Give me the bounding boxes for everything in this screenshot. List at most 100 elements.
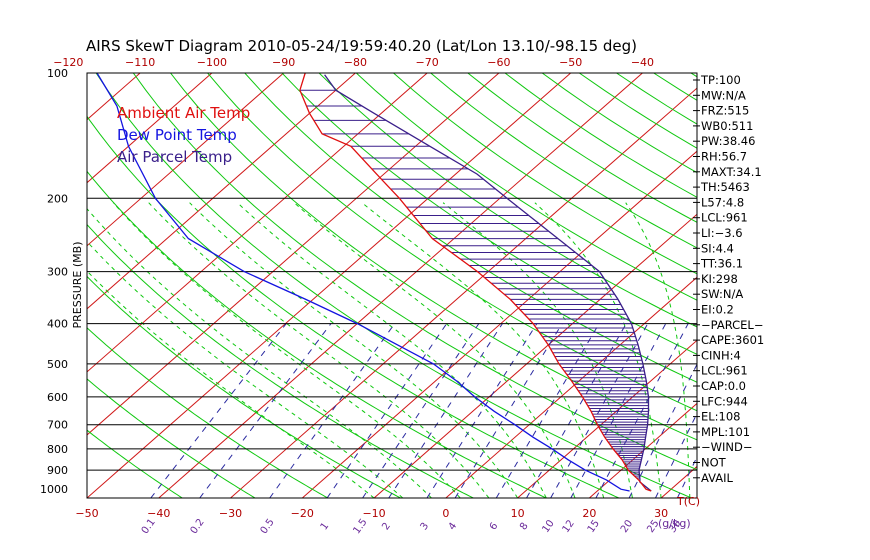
isotherm-line xyxy=(0,73,68,498)
moist-adiabat-line xyxy=(112,202,461,498)
pressure-tick-label: 800 xyxy=(47,443,68,456)
index-label: KI:298 xyxy=(701,272,738,286)
legend-entry: Air Parcel Temp xyxy=(117,148,232,166)
dry-adiabat-line xyxy=(281,73,697,355)
dry-adiabat-line xyxy=(430,73,697,249)
dry-adiabat-line xyxy=(170,73,697,441)
index-label: MAXT:34.1 xyxy=(701,165,762,179)
index-label: LFC:944 xyxy=(701,394,748,408)
index-label: −PARCEL− xyxy=(701,318,763,332)
background-lines xyxy=(0,73,870,498)
bottom-temp-tick-label: 10 xyxy=(511,507,525,520)
top-temp-tick-label: −40 xyxy=(631,56,654,69)
dry-adiabat-line xyxy=(132,73,697,471)
moist-adiabat-line xyxy=(87,240,404,498)
top-temp-tick-label: −120 xyxy=(53,56,83,69)
legend-entry: Ambient Air Temp xyxy=(117,104,250,122)
dry-adiabat-line xyxy=(318,73,697,328)
top-temp-tick-label: −100 xyxy=(197,56,227,69)
index-label: EI:0.2 xyxy=(701,303,734,317)
index-label: MW:N/A xyxy=(701,88,746,102)
x-axis-label: T(C) xyxy=(676,495,700,508)
pressure-tick-label: 500 xyxy=(47,358,68,371)
moist-adiabat-line xyxy=(442,202,633,498)
dry-adiabat-line xyxy=(87,275,401,498)
index-label: TT:36.1 xyxy=(700,257,743,271)
index-label: PW:38.46 xyxy=(701,134,755,148)
bottom-temp-tick-label: 30 xyxy=(654,507,668,520)
mixing-ratio-line xyxy=(388,323,503,498)
mixing-ratio-line xyxy=(570,323,667,498)
dew-point-temp-line xyxy=(96,72,630,492)
mixing-ratio-label: 1 xyxy=(319,521,332,533)
dry-adiabat-line xyxy=(87,378,256,498)
pressure-tick-label: 700 xyxy=(47,419,68,432)
index-label: AVAIL xyxy=(701,471,734,485)
moist-adiabat-line xyxy=(237,202,547,498)
dry-adiabat-line xyxy=(355,73,697,301)
isotherm-line xyxy=(589,402,697,498)
pressure-tick-label: 1000 xyxy=(40,483,68,496)
moist-adiabat-line xyxy=(87,207,432,498)
top-temp-tick-label: −70 xyxy=(416,56,439,69)
isotherm-line xyxy=(87,73,213,184)
dry-adiabat-line xyxy=(87,327,329,498)
index-label: SW:N/A xyxy=(701,287,743,301)
mixing-ratio-label: 6 xyxy=(488,521,501,533)
moist-adiabat-line xyxy=(293,202,576,498)
index-label: CINH:4 xyxy=(701,348,741,362)
mixing-ratio-label: 20 xyxy=(619,518,635,535)
mixing-ratio-line xyxy=(150,323,287,498)
index-label: LCL:961 xyxy=(701,211,748,225)
mixing-ratio-line xyxy=(526,323,627,498)
isotherm-line xyxy=(87,73,356,310)
dry-adiabat-line xyxy=(87,223,474,498)
bottom-temp-tick-label: 0 xyxy=(442,507,449,520)
index-label: NOT xyxy=(701,456,727,470)
mixing-ratio-label: 8 xyxy=(518,521,531,533)
pressure-tick-label: 100 xyxy=(47,67,68,80)
dry-adiabat-line xyxy=(87,115,620,498)
isotherm-line xyxy=(87,73,284,247)
bottom-temp-tick-label: −50 xyxy=(75,507,98,520)
bottom-temp-tick-label: −10 xyxy=(362,507,385,520)
top-temp-tick-label: −50 xyxy=(559,56,582,69)
isotherm-line xyxy=(158,73,643,498)
isotherm-line xyxy=(301,150,697,498)
index-label: L57:4.8 xyxy=(701,195,744,209)
moist-adiabat-line xyxy=(625,202,691,498)
air-parcel-temp-line xyxy=(324,74,652,492)
index-label: CAPE:3601 xyxy=(701,333,764,347)
bottom-temp-tick-label: 20 xyxy=(582,507,596,520)
chart-title: AIRS SkewT Diagram 2010-05-24/19:59:40.2… xyxy=(86,37,637,55)
pressure-tick-label: 900 xyxy=(47,464,68,477)
mixing-ratio-line xyxy=(426,323,538,498)
dry-adiabat-line xyxy=(765,73,870,498)
ambient-air-temp-line xyxy=(299,72,652,492)
mixing-ratio-label: 15 xyxy=(586,518,602,535)
dry-adiabat-line xyxy=(802,73,870,498)
mixing-ratio-label: 3 xyxy=(419,521,432,533)
top-temp-tick-label: −90 xyxy=(272,56,295,69)
moist-adiabat-line xyxy=(361,202,605,498)
pressure-tick-label: 400 xyxy=(47,318,68,331)
mixing-ratio-line xyxy=(326,323,448,498)
mixing-ratio-label: 0.5 xyxy=(259,517,277,536)
mixing-ratio-label: 4 xyxy=(447,521,460,533)
dry-adiabat-line xyxy=(87,429,183,498)
moist-adiabat-line xyxy=(148,202,490,498)
pressure-tick-label: 300 xyxy=(47,266,68,279)
index-label: LCL:961 xyxy=(701,364,748,378)
mixing-ratio-line xyxy=(595,323,689,498)
dry-adiabat-line xyxy=(87,170,547,498)
index-label: TP:100 xyxy=(700,73,741,87)
mixing-ratio-label: 0.2 xyxy=(189,517,207,536)
mixing-ratio-label: 2 xyxy=(380,521,393,533)
index-label: TH:5463 xyxy=(700,180,750,194)
moist-adiabat-line xyxy=(87,270,375,498)
index-label: MPL:101 xyxy=(701,425,750,439)
mixing-ratio-unit-label: (g/kg) xyxy=(658,517,691,530)
cape-hatching xyxy=(299,89,649,479)
dry-adiabat-line xyxy=(393,73,697,275)
